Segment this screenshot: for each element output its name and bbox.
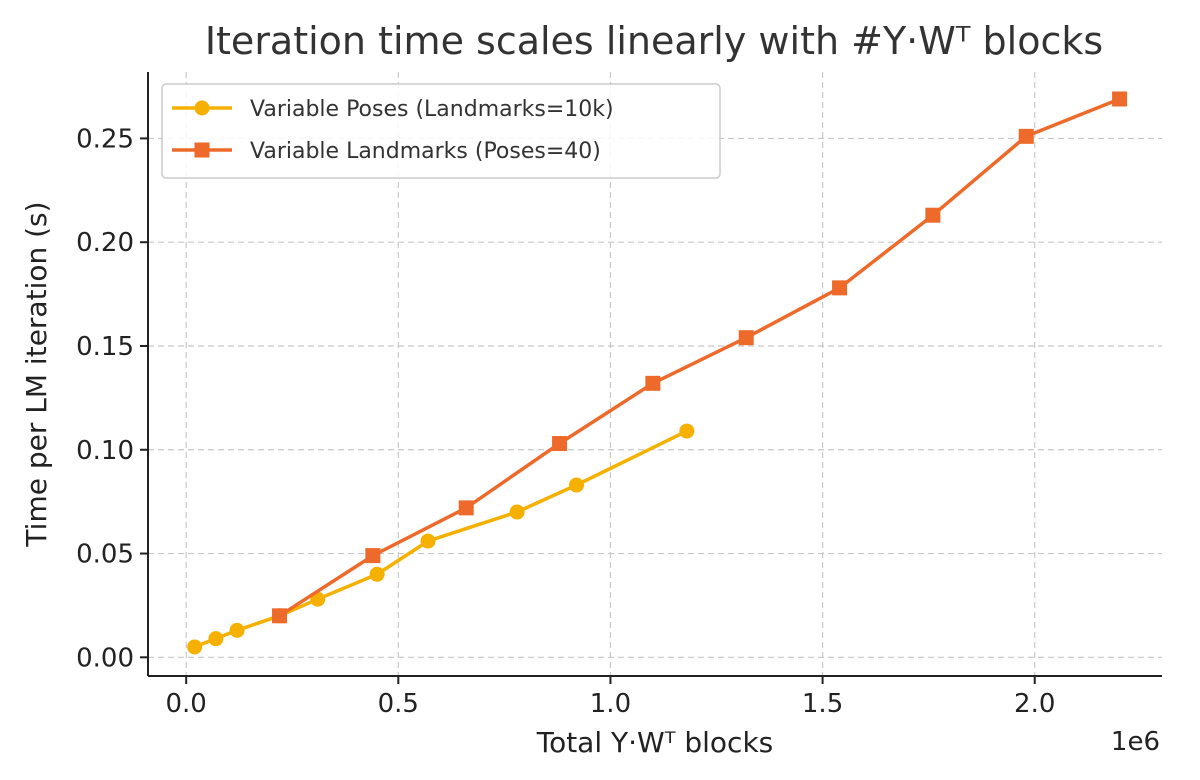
legend-marker-circle (194, 100, 210, 116)
data-point-square (552, 436, 568, 452)
data-point-square (365, 548, 381, 564)
data-point-circle (208, 631, 224, 647)
data-point-square (832, 280, 848, 296)
legend-item: Variable Poses (Landmarks=10k) (172, 97, 614, 122)
y-axis-label: Time per LM iteration (s) (20, 201, 53, 547)
x-axis-offset-label: 1e6 (1111, 727, 1160, 757)
x-tick-label: 0.5 (378, 689, 419, 719)
series-layer (187, 91, 1128, 655)
x-axis-label: Total Y·Wᵀ blocks (536, 726, 774, 759)
legend-marker-square (194, 142, 210, 158)
data-point-square (925, 207, 941, 223)
series-1 (187, 423, 695, 655)
y-tick-label: 0.20 (76, 228, 134, 258)
data-point-circle (369, 566, 385, 582)
data-point-circle (187, 639, 203, 655)
y-tick-label: 0.00 (76, 643, 134, 673)
data-point-square (738, 330, 754, 346)
data-point-square (272, 608, 288, 624)
data-point-circle (569, 477, 585, 493)
data-point-square (645, 375, 661, 391)
data-point-square (1112, 91, 1128, 107)
y-tick-label: 0.15 (76, 332, 134, 362)
series-line (278, 97, 1121, 618)
x-tick-label: 1.0 (590, 689, 631, 719)
y-tick-label: 0.10 (76, 436, 134, 466)
series-line (194, 429, 688, 649)
y-tick-label: 0.25 (76, 124, 134, 154)
legend: Variable Poses (Landmarks=10k) Variable L… (161, 83, 721, 179)
ticks: 0.0 0.5 1.0 1.5 2.0 0.00 0.05 0.10 0.15 0.20 0.25 (76, 124, 1055, 719)
legend-item: Variable Landmarks (Poses=40) (172, 139, 601, 164)
data-point-circle (420, 533, 436, 549)
legend-label: Variable Landmarks (Poses=40) (250, 139, 601, 164)
legend-label: Variable Poses (Landmarks=10k) (250, 97, 614, 122)
series-2 (272, 91, 1128, 624)
data-point-circle (679, 423, 695, 439)
x-tick-label: 0.0 (166, 689, 207, 719)
data-point-circle (229, 622, 245, 638)
axes (147, 72, 1162, 677)
data-point-circle (509, 504, 525, 520)
data-point-square (1018, 128, 1034, 144)
chart-title: Iteration time scales linearly with #Y·W… (205, 19, 1103, 63)
x-tick-label: 2.0 (1014, 689, 1055, 719)
legend-box (161, 83, 721, 179)
x-tick-label: 1.5 (802, 689, 843, 719)
data-point-square (458, 500, 474, 516)
y-tick-label: 0.05 (76, 540, 134, 570)
